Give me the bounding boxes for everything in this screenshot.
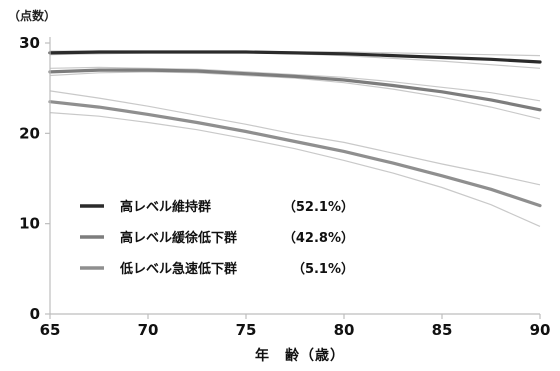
- series-line-1: [48, 68, 542, 112]
- legend-percent-1: （42.8%）: [283, 230, 354, 246]
- axes: [49, 37, 540, 315]
- x-tick-label: 85: [432, 321, 453, 339]
- ci-upper-1: [49, 66, 541, 102]
- x-tick-label: 75: [236, 321, 257, 339]
- y-tick-labels: 0 10 20 30: [19, 34, 50, 323]
- x-tick-label: 80: [334, 321, 355, 339]
- y-tick-label: 20: [19, 124, 40, 142]
- legend-label-0: 高レベル維持群: [120, 199, 211, 215]
- series-lines: [48, 50, 542, 208]
- y-axis-label: （点数）: [8, 8, 56, 23]
- y-tick-label: 30: [19, 34, 40, 52]
- ci-lower-1: [49, 71, 541, 120]
- y-tick-label: 0: [30, 305, 40, 323]
- ci-lower-2: [49, 112, 541, 227]
- y-tick-label: 10: [19, 215, 40, 233]
- legend-percent-2: （5.1%）: [292, 261, 354, 277]
- series-line-2: [48, 100, 542, 208]
- ci-lower-0: [49, 52, 541, 69]
- x-tick-label: 70: [138, 321, 159, 339]
- legend-label-2: 低レベル急速低下群: [119, 261, 237, 277]
- legend-percent-0: （52.1%）: [283, 199, 354, 215]
- legend: 高レベル維持群 （52.1%） 高レベル緩徐低下群 （42.8%） 低レベル急速低下群 （…: [80, 199, 354, 277]
- x-axis-label: 年 齢（歳）: [255, 347, 345, 364]
- x-tick-label: 90: [530, 321, 551, 339]
- series-line-0: [48, 50, 542, 64]
- x-tick-labels: 65 70 75 80 85 90: [40, 314, 551, 339]
- ci-upper-2: [49, 90, 541, 186]
- legend-label-1: 高レベル緩徐低下群: [120, 230, 237, 246]
- x-tick-label: 65: [40, 321, 61, 339]
